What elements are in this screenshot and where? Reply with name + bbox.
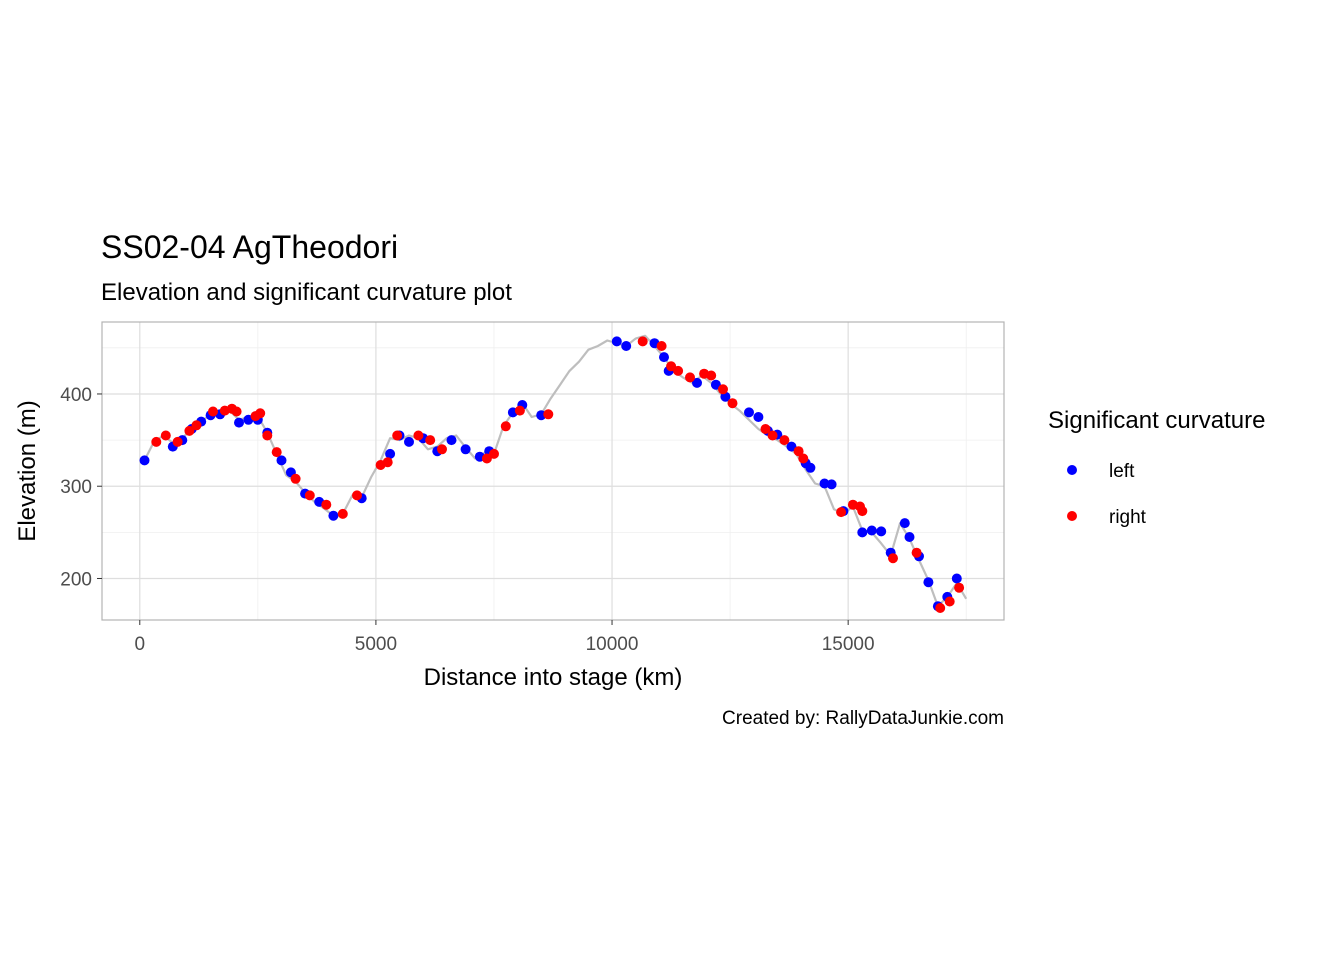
curvature-point-right [656,341,667,351]
curvature-point-right [836,507,847,518]
chart-subtitle: Elevation and significant curvature plot [101,279,512,306]
curvature-point-left [611,336,622,347]
curvature-point-left [951,573,962,584]
curvature-point-right [255,408,266,419]
curvature-point-right [685,372,695,383]
x-tick-label: 0 [134,634,145,655]
curvature-point-right [262,430,273,441]
curvature-point-right [489,448,499,459]
curvature-point-right [514,405,525,416]
curvature-point-left [744,407,754,418]
curvature-point-left [710,379,721,390]
curvature-point-left [385,448,396,459]
y-axis-title: Elevation (m) [14,400,41,541]
curvature-point-left [876,526,887,537]
x-axis-ticks: 0 5000 10000 15000 [134,620,875,655]
curvature-point-right [231,406,242,417]
curvature-point-right [944,596,955,607]
curvature-point-right [425,435,436,446]
curvature-point-right [337,508,348,519]
curvature-point-right [151,436,162,447]
curvature-point-left [139,455,150,466]
x-axis-title: Distance into stage (km) [424,664,683,691]
curvature-point-left [923,577,934,588]
curvature-point-left [460,444,471,455]
curvature-point-left [692,377,702,388]
curvature-point-right [481,453,492,464]
curvature-point-left [786,441,797,452]
curvature-point-right [382,457,393,468]
curvature-point-right [160,430,171,441]
y-tick-label: 400 [60,385,92,406]
curvature-point-right [888,553,898,564]
curvature-point-left [404,436,414,447]
legend-label-left: left [1109,461,1135,482]
x-tick-label: 5000 [355,634,397,655]
curvature-point-left [805,462,816,473]
curvature-point-right [673,365,684,376]
legend-label-right: right [1109,507,1147,528]
curvature-point-right [954,582,965,593]
y-tick-label: 200 [60,569,92,590]
grid-minor [102,322,1004,620]
curvature-point-right [271,447,282,458]
curvature-point-right [304,490,315,501]
curvature-point-left [328,510,339,521]
plot-background [102,322,1004,620]
curvature-point-right [321,499,332,510]
curvature-point-right [500,421,511,432]
curvature-point-left [899,518,910,529]
curvature-point-right [718,384,728,395]
curvature-point-right [637,336,648,347]
curvature-point-left [753,412,764,422]
curvature-point-right [543,409,554,420]
curvature-points [139,336,965,613]
legend-key-left [1067,465,1077,475]
legend: Significant curvature left right [1048,407,1265,528]
curvature-point-right [911,547,922,558]
curvature-point-right [857,506,868,517]
curvature-point-right [191,420,202,431]
curvature-point-right [798,453,809,464]
curvature-point-right [208,406,218,417]
curvature-point-left [659,352,669,363]
curvature-point-right [767,430,778,441]
curvature-point-left [866,525,877,536]
plot-border [101,321,1005,621]
curvature-point-right [290,473,301,484]
curvature-point-right [392,430,403,441]
legend-title: Significant curvature [1048,407,1265,434]
y-axis-ticks: 200 300 400 [60,385,102,590]
curvature-point-right [184,425,195,436]
curvature-point-right [352,490,362,501]
x-tick-label: 15000 [822,634,875,655]
x-tick-label: 10000 [586,634,639,655]
curvature-point-right [935,603,946,613]
y-tick-label: 300 [60,477,92,498]
curvature-point-right [793,446,804,457]
curvature-point-right [779,435,790,446]
curvature-point-right [437,444,447,455]
curvature-point-right [760,424,771,434]
curvature-point-left [276,455,287,466]
chart-title: SS02-04 AgTheodori [101,229,398,265]
chart-caption: Created by: RallyDataJunkie.com [722,708,1004,729]
curvature-point-right [727,398,738,409]
curvature-point-right [706,370,717,381]
curvature-point-right [172,436,183,447]
curvature-point-left [904,532,915,542]
curvature-point-left [446,435,457,446]
curvature-point-left [857,527,868,538]
curvature-point-left [621,341,632,351]
curvature-point-left [234,417,244,428]
legend-key-right [1067,511,1077,521]
curvature-point-right [413,430,424,441]
curvature-point-left [826,479,837,490]
